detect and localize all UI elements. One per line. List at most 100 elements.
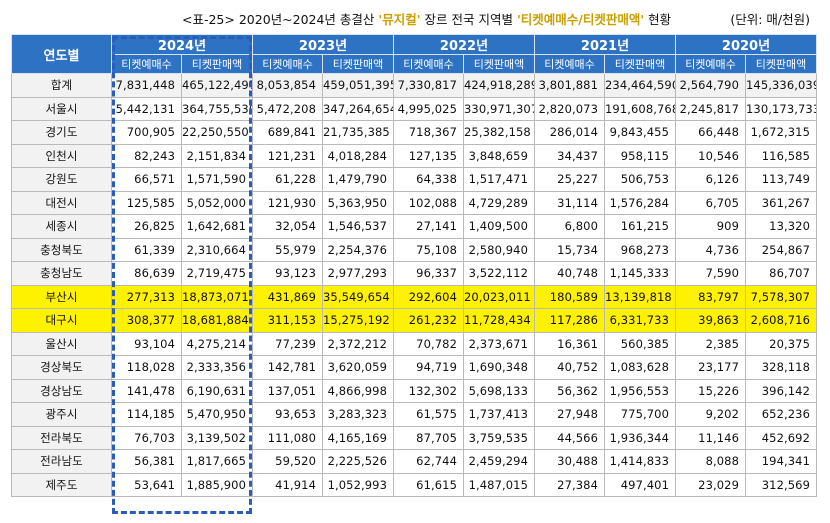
ticket-sales-cell: 7,578,307 (745, 284, 817, 309)
ticket-sales-cell: 5,698,133 (463, 378, 535, 403)
ticket-sales-cell: 1,642,681 (181, 214, 253, 239)
ticket-count-cell: 7,590 (675, 261, 746, 286)
ticket-sales-cell: 2,373,671 (463, 331, 535, 356)
ticket-count-cell: 16,361 (534, 331, 605, 356)
region-cell: 서울시 (11, 96, 112, 121)
ticket-sales-cell: 5,052,000 (181, 190, 253, 215)
region-cell: 합계 (11, 73, 112, 98)
region-cell: 부산시 (11, 284, 112, 309)
ticket-count-header: 티켓예매수 (111, 54, 182, 74)
ticket-sales-cell: 1,052,993 (322, 472, 394, 497)
ticket-count-cell: 2,245,817 (675, 96, 746, 121)
region-cell: 경기도 (11, 120, 112, 145)
ticket-count-cell: 118,028 (111, 355, 182, 380)
ticket-count-cell: 34,437 (534, 143, 605, 168)
ticket-count-cell: 83,797 (675, 284, 746, 309)
ticket-count-cell: 93,653 (252, 402, 323, 427)
ticket-count-cell: 61,575 (393, 402, 464, 427)
region-cell: 경상북도 (11, 355, 112, 380)
ticket-count-cell: 137,051 (252, 378, 323, 403)
ticket-count-cell: 125,585 (111, 190, 182, 215)
ticket-count-cell: 44,566 (534, 425, 605, 450)
table-row: 서울시 5,442,131 364,755,530 5,472,208 347,264,… (11, 96, 817, 121)
region-cell: 강원도 (11, 167, 112, 192)
ticket-count-cell: 55,979 (252, 237, 323, 262)
year-header: 2023년 (252, 34, 394, 55)
year-header: 2020년 (675, 34, 817, 55)
table-row: 경기도 700,905 22,250,550 689,841 21,735,385 718… (11, 120, 817, 145)
ticket-sales-cell: 465,122,497 (181, 73, 253, 98)
caption-title: <표-25> 2020년~2024년 총결산 '뮤지컬' 장르 전국 지역별 '… (182, 9, 671, 31)
total-row: 합계 7,831,448 465,122,497 8,053,854 459,051,3… (11, 73, 817, 98)
regional-ticket-table: 연도별 2024년 2023년 2022년 2021년 2020년 티켓예매수 티켓판매액… (11, 34, 817, 497)
ticket-sales-cell: 1,414,833 (604, 449, 676, 474)
ticket-sales-cell: 18,873,071 (181, 284, 253, 309)
ticket-count-cell: 59,520 (252, 449, 323, 474)
caption-middle: 장르 전국 지역별 (420, 12, 517, 27)
region-cell: 광주시 (11, 402, 112, 427)
ticket-sales-cell: 1,576,284 (604, 190, 676, 215)
ticket-sales-cell: 396,142 (745, 378, 817, 403)
ticket-sales-cell: 15,275,192 (322, 308, 394, 333)
ticket-sales-cell: 3,283,323 (322, 402, 394, 427)
ticket-count-cell: 114,185 (111, 402, 182, 427)
ticket-count-cell: 111,080 (252, 425, 323, 450)
ticket-sales-cell: 330,971,307 (463, 96, 535, 121)
ticket-sales-header: 티켓판매액 (604, 54, 676, 74)
ticket-sales-cell: 25,382,158 (463, 120, 535, 145)
ticket-sales-cell: 312,569 (745, 472, 817, 497)
ticket-count-cell: 26,825 (111, 214, 182, 239)
ticket-count-header: 티켓예매수 (252, 54, 323, 74)
year-header: 2022년 (393, 34, 535, 55)
ticket-sales-cell: 3,620,059 (322, 355, 394, 380)
ticket-sales-cell: 4,165,169 (322, 425, 394, 450)
ticket-count-cell: 132,302 (393, 378, 464, 403)
ticket-sales-cell: 2,977,293 (322, 261, 394, 286)
ticket-count-cell: 431,869 (252, 284, 323, 309)
region-cell: 세종시 (11, 214, 112, 239)
ticket-sales-cell: 3,759,535 (463, 425, 535, 450)
ticket-count-cell: 31,114 (534, 190, 605, 215)
ticket-count-cell: 2,385 (675, 331, 746, 356)
ticket-sales-cell: 86,707 (745, 261, 817, 286)
ticket-sales-cell: 5,470,950 (181, 402, 253, 427)
ticket-count-cell: 32,054 (252, 214, 323, 239)
ticket-sales-cell: 4,018,284 (322, 143, 394, 168)
ticket-count-cell: 70,782 (393, 331, 464, 356)
ticket-sales-cell: 22,250,550 (181, 120, 253, 145)
ticket-count-cell: 23,177 (675, 355, 746, 380)
table-row: 대전시 125,585 5,052,000 121,930 5,363,950 102,0… (11, 190, 817, 215)
ticket-count-cell: 180,589 (534, 284, 605, 309)
caption-metrics: '티켓예매수/티켓판매액' (516, 12, 645, 27)
ticket-sales-cell: 775,700 (604, 402, 676, 427)
ticket-sales-cell: 18,681,884 (181, 308, 253, 333)
ticket-sales-cell: 361,267 (745, 190, 817, 215)
ticket-count-cell: 718,367 (393, 120, 464, 145)
region-cell: 전라북도 (11, 425, 112, 450)
ticket-count-cell: 700,905 (111, 120, 182, 145)
ticket-count-cell: 40,748 (534, 261, 605, 286)
ticket-sales-cell: 2,372,212 (322, 331, 394, 356)
ticket-count-cell: 66,448 (675, 120, 746, 145)
ticket-count-cell: 5,442,131 (111, 96, 182, 121)
ticket-count-cell: 56,362 (534, 378, 605, 403)
ticket-count-cell: 8,053,854 (252, 73, 323, 98)
ticket-count-cell: 77,239 (252, 331, 323, 356)
ticket-count-cell: 86,639 (111, 261, 182, 286)
ticket-sales-cell: 13,139,818 (604, 284, 676, 309)
caption-suffix: 현황 (644, 12, 672, 27)
ticket-count-cell: 6,126 (675, 167, 746, 192)
ticket-sales-cell: 364,755,530 (181, 96, 253, 121)
ticket-count-cell: 82,243 (111, 143, 182, 168)
ticket-count-cell: 277,313 (111, 284, 182, 309)
ticket-count-cell: 2,820,073 (534, 96, 605, 121)
table-row: 경상남도 141,478 6,190,631 137,051 4,866,998 132,… (11, 378, 817, 403)
ticket-sales-cell: 2,608,716 (745, 308, 817, 333)
ticket-count-cell: 292,604 (393, 284, 464, 309)
ticket-sales-cell: 958,115 (604, 143, 676, 168)
ticket-sales-cell: 328,118 (745, 355, 817, 380)
ticket-count-cell: 261,232 (393, 308, 464, 333)
region-cell: 인천시 (11, 143, 112, 168)
ticket-count-cell: 7,831,448 (111, 73, 182, 98)
ticket-count-cell: 30,488 (534, 449, 605, 474)
